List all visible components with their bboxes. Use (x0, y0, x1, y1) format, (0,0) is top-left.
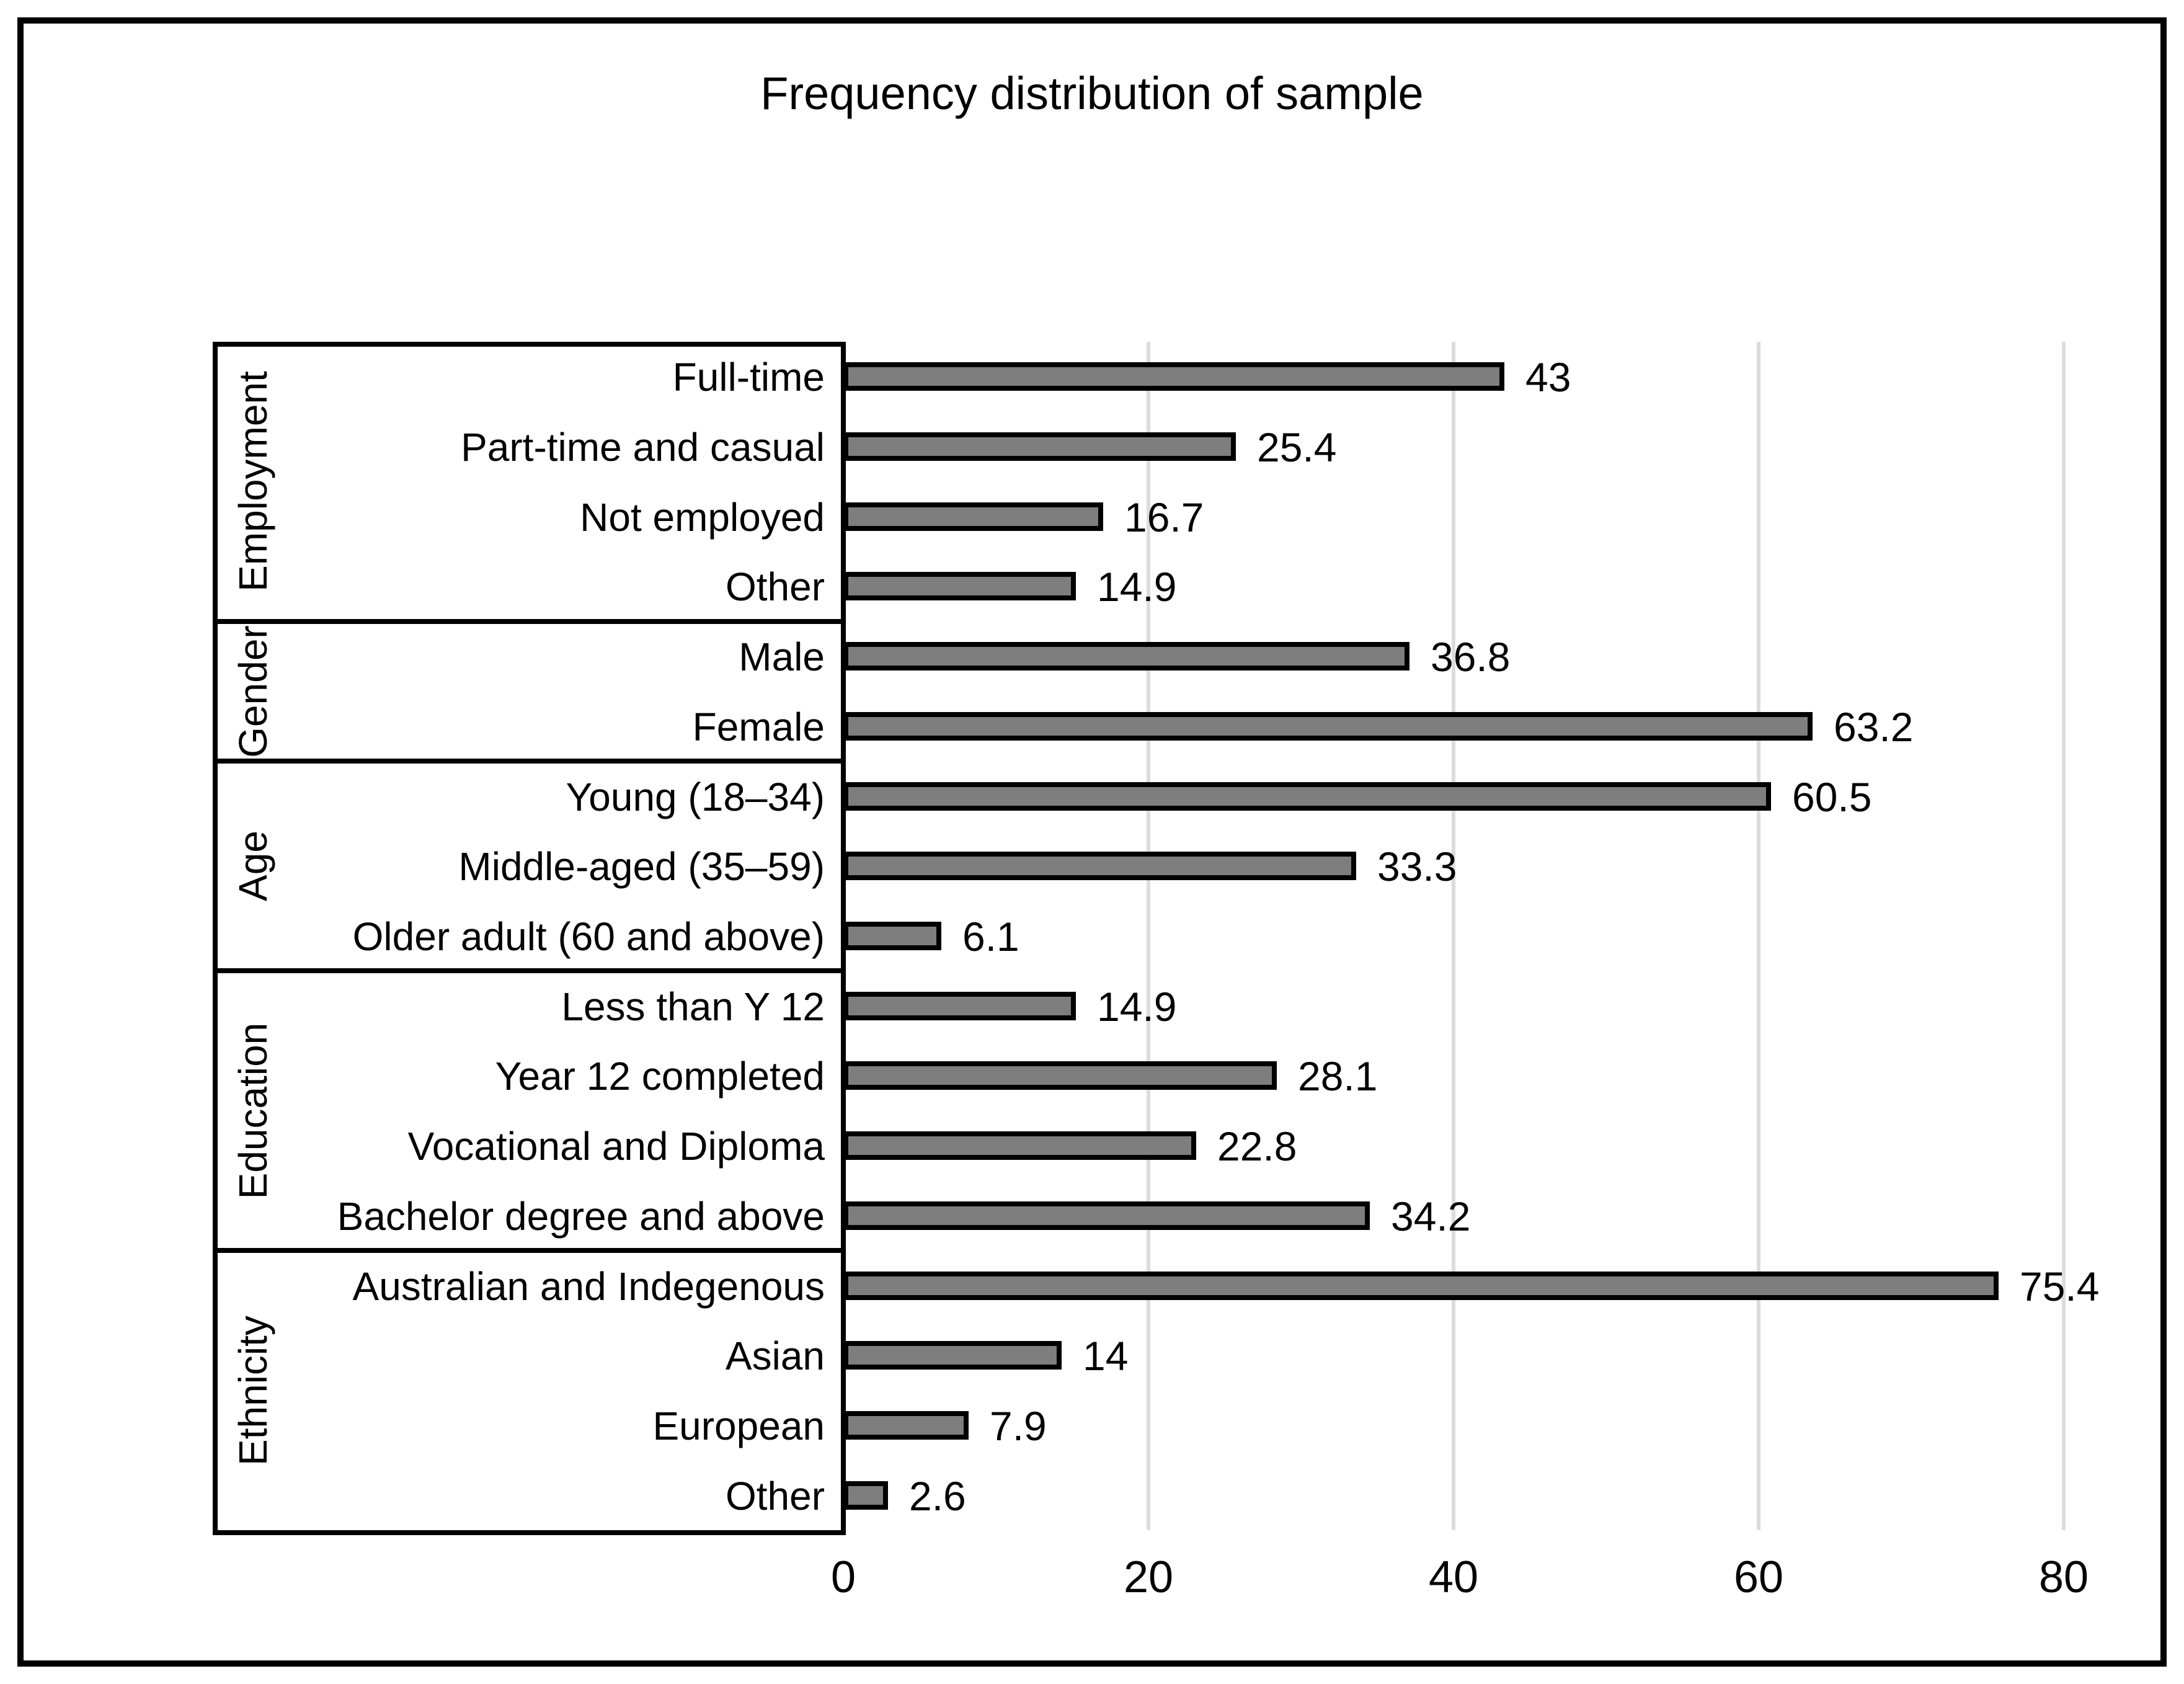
category-label: Older adult (60 and above) (352, 914, 825, 959)
value-label: 28.1 (1298, 1053, 1378, 1100)
category-label: Young (18–34) (566, 774, 825, 819)
outer-border (17, 17, 2167, 1667)
category-label: Australian and Indegenous (352, 1263, 825, 1309)
value-label: 14 (1083, 1333, 1129, 1379)
value-label: 36.8 (1431, 634, 1511, 680)
category-label: Not employed (580, 494, 825, 540)
gridline-20 (1147, 342, 1150, 1530)
bar-bachelor-degree-and-above (843, 1201, 1370, 1230)
category-label: Year 12 completed (495, 1054, 825, 1099)
bar-other (843, 572, 1076, 601)
bar-australian-and-indegenous (843, 1271, 1999, 1300)
category-label: Male (739, 635, 825, 680)
category-label: Other (725, 564, 825, 610)
bar-vocational-and-diploma (843, 1131, 1196, 1161)
bar-older-adult-60-and-above- (843, 922, 941, 950)
value-label: 33.3 (1377, 844, 1457, 890)
value-label: 60.5 (1792, 773, 1872, 820)
x-tick-label: 80 (2038, 1553, 2089, 1602)
bar-other (843, 1481, 888, 1510)
x-tick-label: 60 (1733, 1553, 1784, 1602)
bar-not-employed (843, 502, 1103, 531)
category-label: Middle-aged (35–59) (458, 844, 825, 889)
value-label: 16.7 (1124, 494, 1204, 540)
category-label: Part-time and casual (461, 425, 825, 470)
category-label: Other (725, 1473, 825, 1518)
value-label: 14.9 (1097, 983, 1177, 1030)
group-label: Employment (231, 371, 275, 592)
value-label: 34.2 (1391, 1193, 1471, 1239)
value-label: 25.4 (1257, 424, 1337, 471)
category-label: Bachelor degree and above (337, 1193, 825, 1239)
bar-european (843, 1410, 969, 1440)
bar-year-12-completed (843, 1061, 1277, 1090)
x-tick-label: 40 (1428, 1553, 1479, 1602)
value-label: 43 (1525, 354, 1571, 401)
x-axis-line (213, 1530, 846, 1535)
panel-top-border (213, 342, 846, 347)
value-label: 2.6 (909, 1472, 966, 1519)
category-label: European (652, 1403, 825, 1448)
bar-less-than-y-12 (843, 991, 1076, 1020)
group-divider (213, 618, 846, 624)
category-label: Female (692, 704, 825, 749)
value-label: 63.2 (1834, 703, 1914, 750)
bar-full-time (843, 362, 1504, 391)
gridline-60 (1757, 342, 1760, 1530)
category-label: Vocational and Diploma (407, 1124, 825, 1169)
value-label: 7.9 (990, 1402, 1047, 1449)
bar-part-time-and-casual (843, 432, 1236, 461)
x-tick-label: 0 (830, 1553, 856, 1602)
x-tick-label: 20 (1123, 1553, 1174, 1602)
value-label: 14.9 (1097, 564, 1177, 610)
category-label: Asian (725, 1334, 825, 1379)
bar-female (843, 711, 1813, 741)
group-divider (213, 1248, 846, 1254)
group-divider (213, 759, 846, 764)
value-label: 75.4 (2020, 1263, 2100, 1309)
group-label: Education (231, 1022, 275, 1200)
bar-middle-aged-35-59- (843, 852, 1356, 881)
gridline-40 (1452, 342, 1455, 1530)
panel-left-border (213, 342, 218, 1535)
gridline-80 (2062, 342, 2066, 1530)
bar-asian (843, 1341, 1062, 1370)
group-divider (213, 968, 846, 974)
bar-young-18-34- (843, 782, 1771, 811)
category-label: Less than Y 12 (561, 984, 825, 1029)
bar-male (843, 642, 1409, 671)
value-label: 6.1 (962, 914, 1019, 960)
value-label: 22.8 (1217, 1123, 1297, 1170)
category-label: Full-time (672, 355, 825, 400)
chart-title: Frequency distribution of sample (760, 68, 1424, 119)
